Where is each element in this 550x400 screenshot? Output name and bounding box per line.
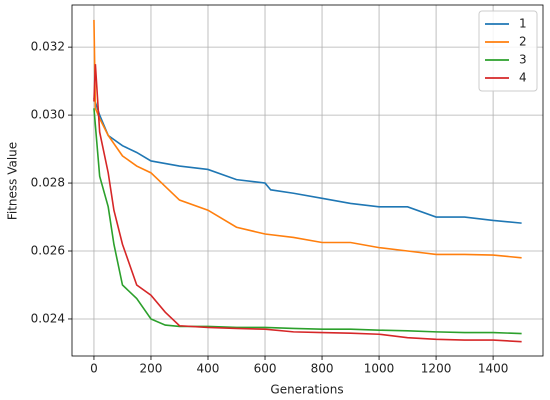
legend-box <box>478 10 538 92</box>
series-line <box>93 108 522 335</box>
x-tick-label: 600 <box>254 362 277 376</box>
y-tick-label: 0.032 <box>31 40 65 54</box>
x-tick-label: 400 <box>197 362 220 376</box>
plot-frame <box>71 4 544 357</box>
series-line <box>93 64 522 343</box>
x-tick-label: 0 <box>90 362 98 376</box>
x-tick-label: 200 <box>140 362 163 376</box>
series-line <box>93 97 522 224</box>
series-line <box>93 19 522 259</box>
x-tick-label: 1200 <box>421 362 452 376</box>
y-tick-label: 0.024 <box>31 311 65 325</box>
legend-label: 3 <box>519 53 527 67</box>
y-tick-label: 0.030 <box>31 108 65 122</box>
y-tick-label: 0.028 <box>31 176 65 190</box>
legend-label: 2 <box>519 35 527 49</box>
y-axis-label: Fitness Value <box>6 142 20 220</box>
x-axis-label: Generations <box>270 383 343 397</box>
y-tick-label: 0.026 <box>31 244 65 258</box>
legend-label: 1 <box>519 17 527 31</box>
x-tick-label: 800 <box>311 362 334 376</box>
x-tick-label: 1400 <box>478 362 509 376</box>
legend-label: 4 <box>519 71 527 85</box>
x-tick-label: 1000 <box>364 362 395 376</box>
